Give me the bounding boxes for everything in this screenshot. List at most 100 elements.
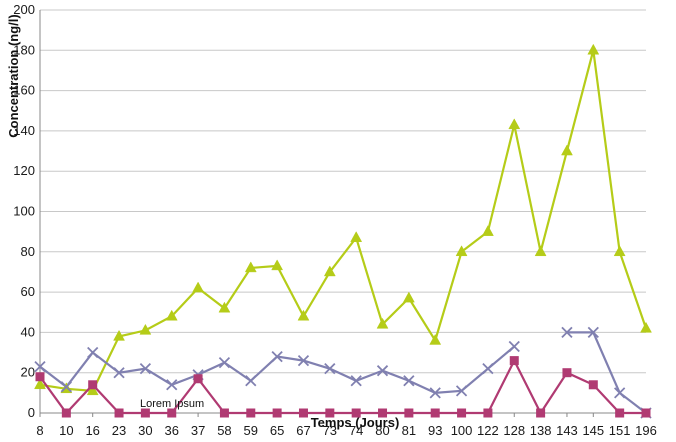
series-2-point [166,379,178,391]
y-tick-label: 80 [21,244,35,259]
x-tick-label: 128 [503,423,525,438]
y-tick-label: 60 [21,284,35,299]
series-2-point-stroke-b [60,381,72,393]
series-3-point [641,408,651,418]
series-2-point [113,367,125,379]
series-3-point [378,408,388,418]
grid-lines [40,9,646,414]
series-3-point [325,408,335,418]
x-tick-label: 143 [556,423,578,438]
series-2-point-stroke-b [455,385,468,397]
series-2-point-stroke-b [508,340,520,353]
x-tick-label: 74 [349,423,363,438]
y-tick-labels: 0 20 40 60 80 100 120 140 160 180 200 [13,2,35,420]
series-3-point [193,374,203,384]
axes [39,10,647,417]
series-2-point-stroke-b [350,375,362,387]
x-tick-label: 59 [244,423,258,438]
series-2-point [587,326,599,339]
x-tick-label: 93 [428,423,442,438]
series-2-point [482,363,494,375]
series-2-point [218,356,231,369]
y-tick-label: 200 [13,2,35,17]
series-1-point [297,309,310,321]
series-3-point [272,408,282,418]
series-3-point [536,408,546,418]
series-2-point [429,387,441,399]
series-1-point [86,384,99,396]
series-2-point-stroke-b [218,356,231,369]
x-tick-label: 80 [375,423,389,438]
series-2-point-stroke-b [324,363,336,375]
series-1-point [481,225,494,236]
series-3-point [457,408,467,418]
x-tick-label: 58 [217,423,231,438]
series-2-point-stroke-b [297,354,310,367]
y-tick-label: 100 [13,204,35,219]
x-tick-labels: 8 10 16 23 30 36 37 58 59 65 67 73 74 80 81 93 100 122 128… [36,423,656,438]
series-2-point-stroke-b [614,387,626,399]
y-tick-label: 180 [13,42,35,57]
series-2-point [324,363,336,375]
series-3-point [509,356,519,366]
series-1-point [113,329,125,341]
series-2-point [87,346,99,359]
series-3-point [351,408,361,418]
annotation-text: Lorem Ipsum [140,398,204,410]
series-3-point [88,380,98,390]
x-tick-label: 81 [402,423,416,438]
x-tick-label: 37 [191,423,205,438]
series-2-point [376,365,389,377]
series-1-point [34,378,46,390]
series-3-point [615,408,625,418]
x-tick-label: 73 [323,423,337,438]
y-tick-label: 140 [13,123,35,138]
series-3-point [246,408,256,418]
series-markers [34,43,652,419]
series-3-point [588,380,598,390]
series-2-point [245,375,257,387]
series-1-point [561,144,573,156]
series-3-point [483,408,493,418]
series-1-point [244,261,257,273]
x-tick-label: 100 [451,423,473,438]
series-3-point [404,408,414,418]
series-2-point-stroke-b [403,375,415,387]
series-2-point-stroke-b [139,363,152,375]
series-3-point [35,372,45,382]
series-1-point [165,309,178,321]
series-2-line [566,331,647,414]
series-2-point [350,375,362,387]
series-1-point [534,245,547,257]
series-1-point [455,245,468,257]
x-tick-label: 10 [59,423,73,438]
x-tick-label: 30 [138,423,152,438]
x-tick-label: 138 [530,423,552,438]
series-3-line [39,358,646,416]
x-axis-title: Temps (Jours) [311,415,400,430]
series-1-point [271,259,284,271]
series-1-point [139,323,152,335]
series-1-point [402,291,415,303]
series-1-point [508,118,521,130]
series-2-point [34,361,46,373]
series-2-point-stroke-b [561,326,573,339]
series-2-point [614,387,626,399]
series-2-point-stroke-b [587,326,599,339]
series-3-point [219,408,229,418]
series-2-point [403,375,415,387]
series-1-line [39,50,648,392]
series-2-point [139,363,152,375]
series-lines [39,50,648,416]
series-2-point-stroke-b [482,363,494,375]
series-2-point-stroke-b [245,375,257,387]
series-3-point [167,408,177,418]
series-3-point [430,408,440,418]
x-tick-label: 8 [36,423,43,438]
x-tick-label: 151 [609,423,631,438]
series-3-point [562,368,572,378]
y-axis-title: Concentration (ng/l) [6,14,21,138]
series-2-point [508,340,520,353]
series-2-point [297,354,310,367]
